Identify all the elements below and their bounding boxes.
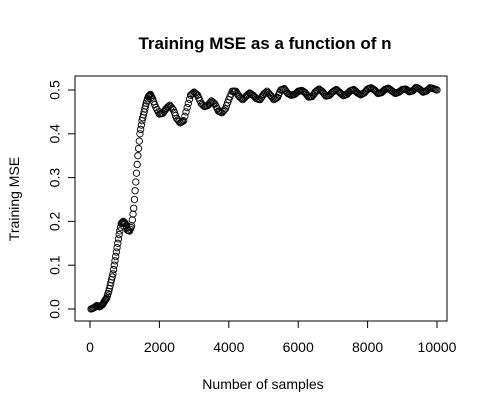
x-axis: 0 2000 4000 6000 8000 10000 [86,320,457,355]
data-point [354,89,362,98]
y-tick-label: 0.2 [47,211,63,231]
y-tick-label: 0.0 [47,299,63,319]
data-point [108,273,116,281]
data-point [331,86,339,94]
y-tick-label: 0.4 [47,124,63,144]
data-point [131,187,139,195]
data-point [111,257,119,265]
data-point [168,104,176,112]
x-axis-label: Number of samples [202,376,323,392]
data-point [221,105,229,113]
x-tick-label: 8000 [352,339,383,355]
data-point [109,265,118,274]
data-point [180,117,188,125]
data-points [87,83,441,313]
data-point [115,230,123,239]
data-point [130,195,139,204]
data-point [251,93,260,102]
data-point [137,125,145,134]
data-point [116,227,124,235]
data-point [337,90,345,98]
data-point [237,94,246,103]
data-point [136,130,144,138]
data-point [112,252,120,261]
data-point [181,112,189,120]
data-point [389,88,397,96]
data-point [191,89,199,97]
data-point [183,103,191,112]
data-point [128,216,136,224]
data-point [112,248,121,256]
data-point [137,121,146,129]
data-point [132,169,141,177]
data-point [184,99,192,108]
y-tick-label: 0.1 [47,255,63,275]
data-point [133,160,141,169]
data-point [192,90,201,98]
data-point [313,87,321,95]
data-point [220,106,228,114]
data-point [424,86,432,94]
data-point [219,107,227,116]
data-point [109,270,117,278]
data-point [135,137,143,145]
y-tick-label: 0.5 [47,80,63,100]
data-point [120,218,128,226]
data-point [141,102,150,110]
x-tick-label: 4000 [213,339,244,355]
data-point [222,102,231,110]
data-point [113,244,121,252]
data-point [101,296,109,304]
y-tick-label: 0.3 [47,168,63,188]
x-tick-label: 10000 [418,339,457,355]
data-point [110,261,118,269]
data-point [127,222,136,230]
data-point [433,86,441,94]
plot-frame [74,75,448,322]
data-point [130,204,138,212]
x-tick-label: 2000 [144,339,175,355]
data-point [417,86,425,94]
data-point [134,152,142,160]
data-point [114,235,123,243]
x-tick-label: 6000 [283,339,314,355]
x-tick-label: 0 [86,339,94,355]
y-axis-label: Training MSE [6,157,22,241]
data-point [188,90,196,98]
data-point [403,86,411,94]
y-axis: 0.0 0.1 0.2 0.3 0.4 0.5 [47,80,76,319]
data-point [182,108,190,116]
chart-title: Training MSE as a function of n [138,34,391,53]
data-point [410,86,418,94]
data-point [198,100,206,108]
data-point [132,178,140,186]
data-point [129,210,137,218]
data-point [177,118,186,126]
data-point [144,92,152,101]
data-point [314,86,322,94]
data-point [208,98,217,106]
data-point [114,239,122,247]
data-point [243,91,251,99]
data-point [189,89,197,97]
data-point [134,144,143,153]
